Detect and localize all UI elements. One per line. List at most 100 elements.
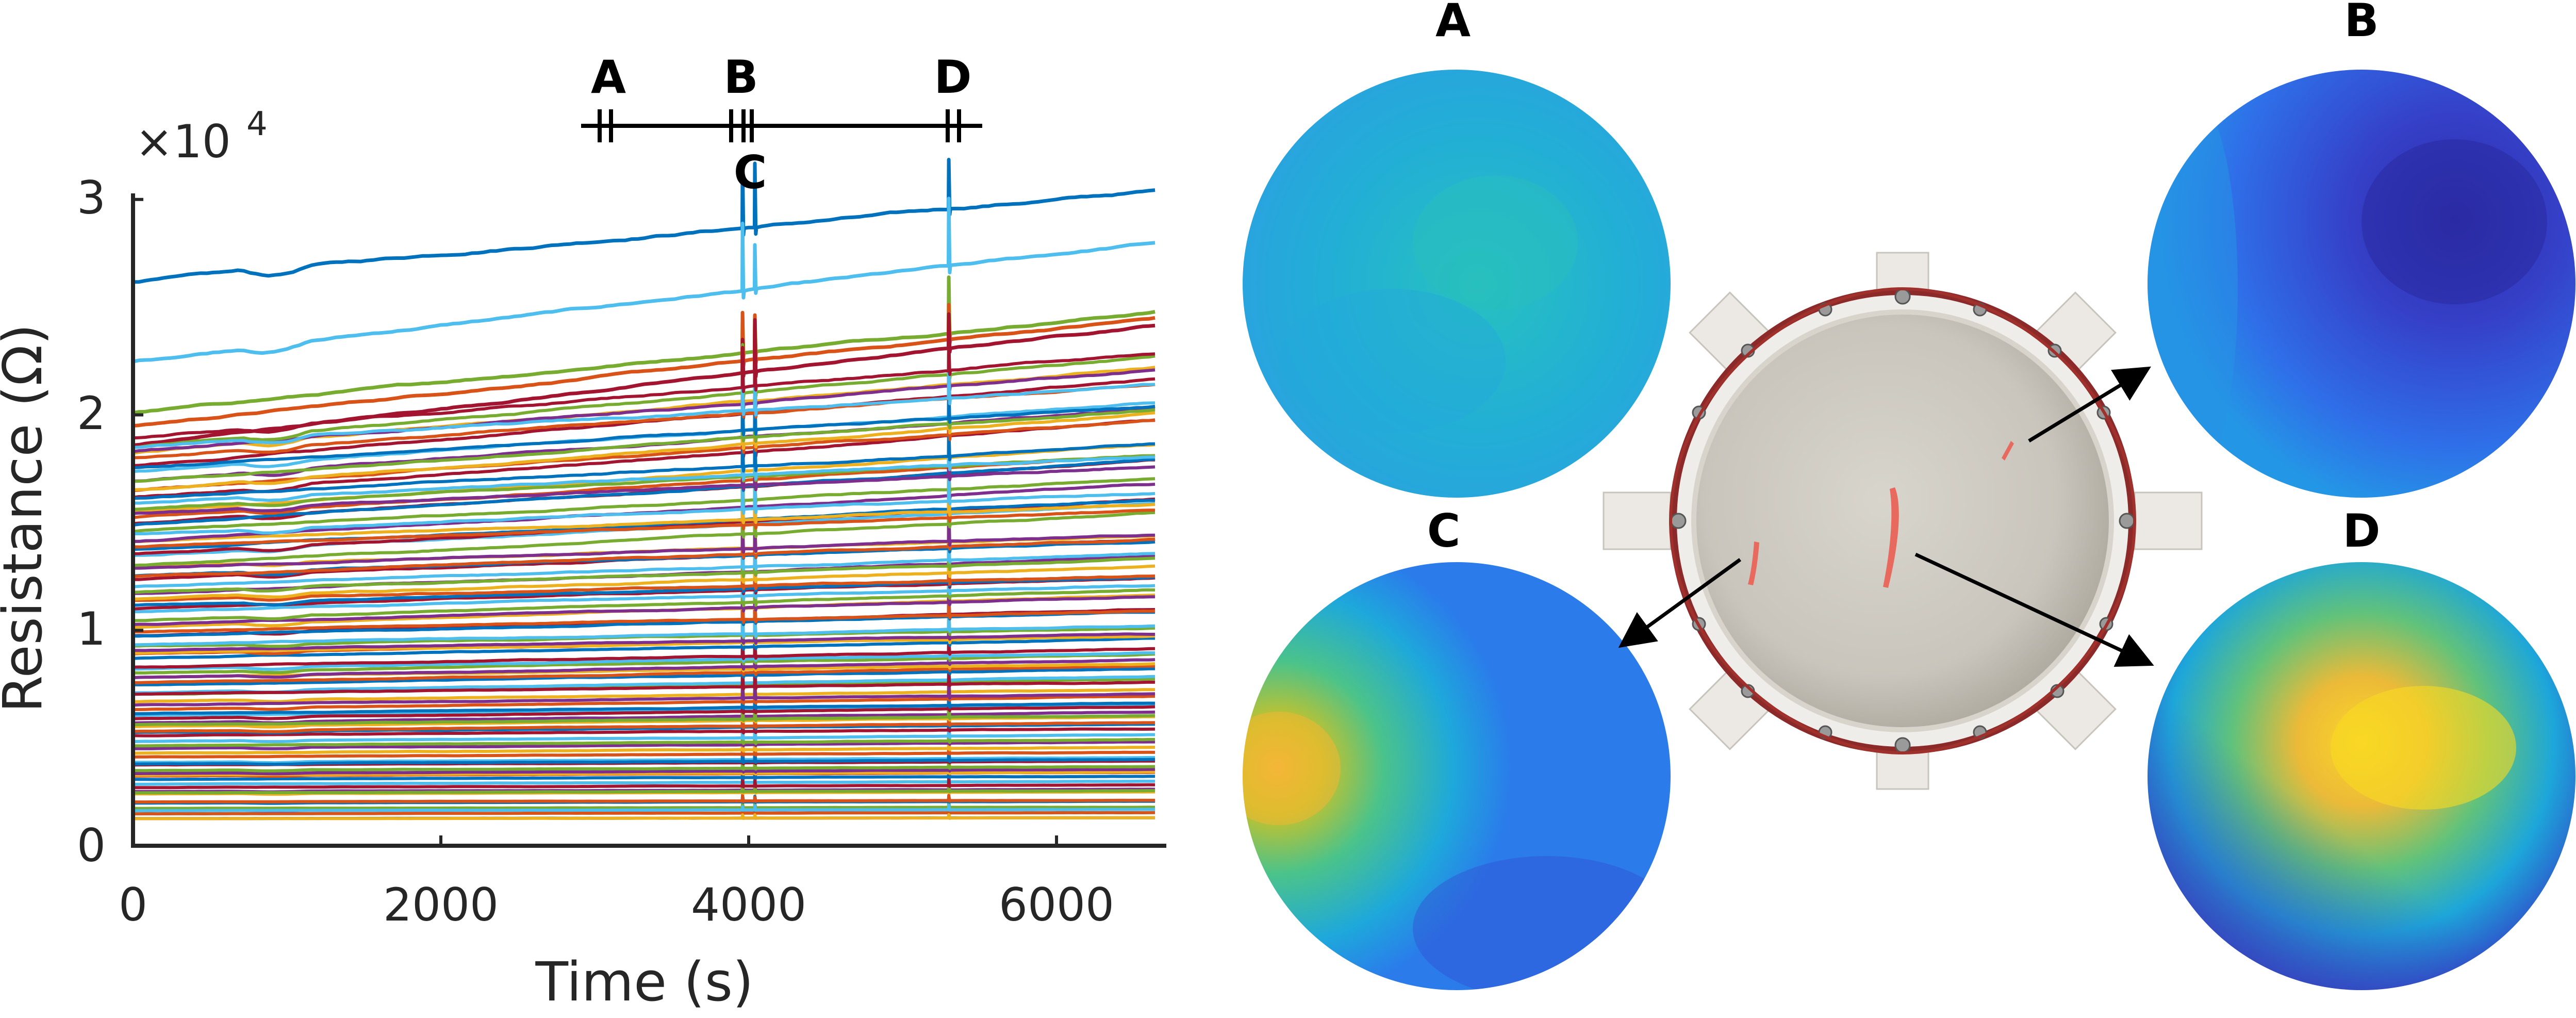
series-line [133, 560, 1155, 614]
panel-label-b: B [2344, 0, 2379, 47]
series-line [133, 690, 1155, 720]
series-line [133, 776, 1155, 790]
y-tick-label: 0 [77, 819, 106, 872]
series-line [133, 483, 1155, 549]
series-line [133, 773, 1155, 786]
series-line [133, 334, 1155, 440]
series-line [133, 807, 1155, 816]
series-line [133, 518, 1155, 578]
series-line [133, 545, 1155, 602]
x-tick-label: 4000 [691, 878, 806, 931]
series-line [133, 341, 1155, 453]
arrows [1618, 366, 2154, 667]
series-line [133, 442, 1155, 515]
y-exponent-power: 4 [246, 105, 268, 143]
series-line [133, 426, 1155, 527]
texture-blob [2362, 139, 2547, 304]
series-line [133, 793, 1155, 804]
x-tick-label: 6000 [999, 878, 1114, 931]
series-line [133, 576, 1155, 626]
panel-label-c: C [1427, 504, 1461, 557]
y-tick-label: 3 [77, 171, 106, 224]
series-line [133, 464, 1155, 543]
series-line [133, 801, 1155, 810]
series-line [133, 674, 1155, 703]
series-line [133, 455, 1155, 533]
panel-d: D [2148, 504, 2575, 990]
electrode-wire [1669, 287, 2137, 755]
series-line [133, 662, 1155, 695]
series-line [133, 803, 1155, 812]
y-tick-label: 2 [77, 387, 106, 440]
series-line [133, 479, 1155, 544]
electrode-tab [2134, 491, 2203, 550]
series-line [133, 196, 1155, 364]
texture-blob [2148, 93, 2238, 485]
panel-c: C [1243, 504, 1671, 990]
series-line [133, 548, 1155, 607]
damage-marks [1748, 441, 2014, 588]
series-line [133, 711, 1155, 733]
x-tick-label: 2000 [383, 878, 499, 931]
panel-b: B [2148, 0, 2575, 498]
series-line [133, 730, 1155, 750]
panel-a: A [1243, 0, 1671, 498]
arrow-to-d [1914, 552, 2154, 667]
series-line [133, 664, 1155, 696]
damage-mark [1883, 487, 1899, 588]
y-tick-label: 1 [77, 602, 106, 655]
series-line [133, 343, 1155, 449]
panel-label-a: A [1435, 0, 1471, 47]
series-line [133, 813, 1155, 820]
y-exponent-label: ×10 [135, 115, 231, 168]
series-line [133, 767, 1155, 781]
x-axis-title: Time (s) [535, 950, 754, 1013]
series-line [133, 649, 1155, 684]
damage-mark [1748, 541, 1759, 585]
series-line [133, 537, 1155, 601]
texture-blob [2331, 686, 2516, 810]
series-line [133, 467, 1155, 535]
event-timeline: A B C D [581, 51, 982, 199]
series-layer [133, 158, 1155, 820]
texture-blob [1243, 712, 1341, 825]
arrow-to-b [2028, 366, 2151, 442]
texture-blob [1413, 856, 1671, 990]
series-line [133, 606, 1155, 647]
bolt [1670, 513, 1687, 529]
series-line [133, 569, 1155, 622]
arrow-to-c [1618, 558, 1742, 648]
series-line [133, 602, 1155, 648]
series-line [133, 725, 1155, 748]
bolt [1894, 288, 1911, 305]
series-line [133, 423, 1155, 505]
series-line [133, 716, 1155, 737]
series-line [133, 676, 1155, 707]
series-line [133, 536, 1155, 588]
series-line [133, 747, 1155, 765]
texture-blob [1413, 175, 1578, 309]
y-axis-title: Resistance (Ω) [0, 324, 54, 713]
series-line [133, 384, 1155, 483]
series-line [133, 783, 1155, 795]
electrode-tab [1603, 491, 1672, 550]
series-line [133, 634, 1155, 669]
series-line [133, 700, 1155, 727]
damage-mark [2002, 441, 2014, 461]
series-line [133, 734, 1155, 755]
series-line [133, 428, 1155, 511]
event-label-D: D [934, 51, 971, 104]
series-line [133, 588, 1155, 634]
bolt [1894, 737, 1911, 753]
series-line [133, 762, 1155, 777]
event-label-A: A [591, 51, 626, 104]
series-line [133, 501, 1155, 570]
panel-label-d: D [2342, 504, 2380, 557]
reconstruction-disc-a [1243, 70, 1671, 498]
axis-ticks [131, 198, 1059, 847]
series-line [133, 687, 1155, 715]
series-line [133, 158, 1155, 284]
reconstruction-panels: A B C D [1243, 0, 2575, 990]
series-line [133, 498, 1155, 567]
series-line [133, 651, 1155, 686]
